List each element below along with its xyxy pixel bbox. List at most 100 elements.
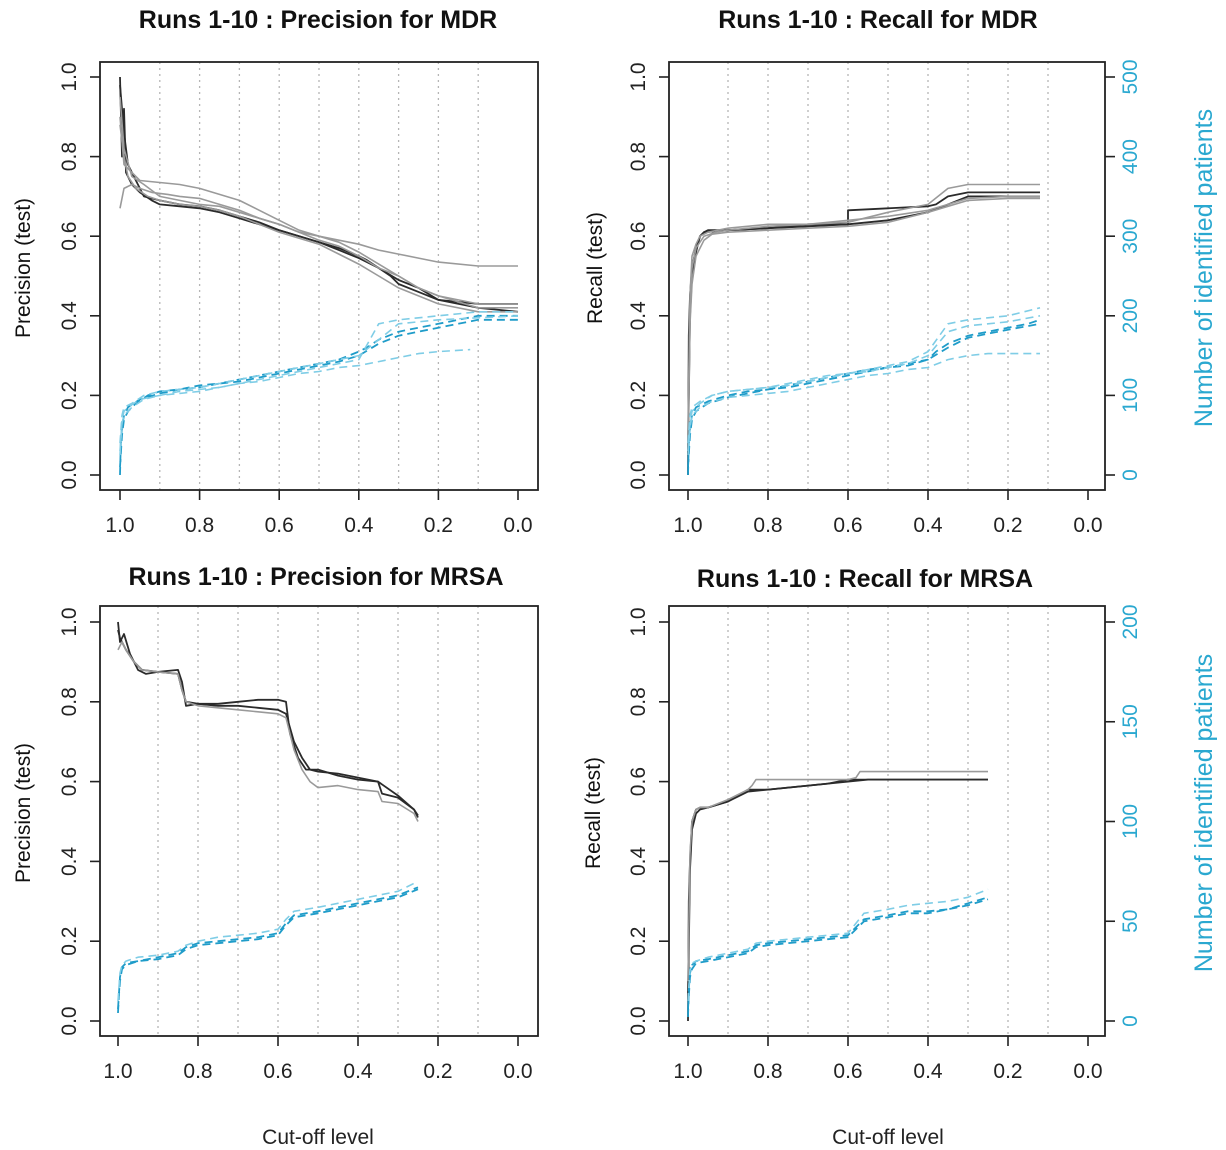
title-precision-mrsa: Runs 1-10 : Precision for MRSA: [128, 563, 503, 591]
patients-series-line: [119, 310, 518, 456]
secondary-y-tick-label: 0: [1119, 1015, 1142, 1027]
x-tick-label: 0.2: [993, 1060, 1022, 1083]
ylabel-precision-mdr: Precision (test): [12, 198, 35, 338]
metric-series-line: [687, 778, 988, 1022]
x-tick-label: 0.4: [913, 514, 943, 537]
x-tick-label: 0.8: [185, 514, 214, 537]
secondary-y-tick-label: 50: [1119, 910, 1142, 933]
secondary-ylabel-recall-mdr: Number of identified patients: [1190, 109, 1218, 427]
x-tick-label: 0.6: [833, 514, 862, 537]
y-tick-label: 0.8: [58, 687, 81, 716]
x-tick-label: 0.6: [265, 514, 294, 537]
metric-series-line: [687, 183, 1040, 436]
plot-frame: [99, 605, 539, 1037]
secondary-y-tick-label: 100: [1119, 378, 1142, 413]
x-tick-label: 0.0: [503, 514, 532, 537]
metric-series-line: [687, 778, 988, 1002]
secondary-y-tick-label: 500: [1119, 59, 1142, 94]
panel-recall-mrsa: Runs 1-10 : Recall for MRSA Recall (test…: [582, 565, 1218, 1149]
y-tick-label: 0.0: [58, 460, 81, 489]
patients-series-line: [117, 880, 419, 1002]
x-tick-label: 0.0: [503, 1060, 532, 1083]
y-tick-label: 1.0: [58, 607, 81, 636]
metric-series-line: [119, 84, 519, 313]
x-tick-label: 0.8: [183, 1060, 212, 1083]
y-tick-label: 0.4: [58, 301, 81, 331]
x-tick-label: 0.8: [753, 1060, 782, 1083]
metric-series-line: [687, 197, 1040, 444]
title-precision-mdr: Runs 1-10 : Precision for MDR: [139, 6, 497, 34]
patients-series-line: [687, 315, 1041, 444]
y-tick-label: 0.2: [58, 927, 81, 956]
patients-series-line: [119, 318, 518, 468]
secondary-y-tick-label: 400: [1119, 139, 1142, 174]
patients-series-line: [687, 896, 989, 1018]
x-tick-label: 1.0: [105, 514, 134, 537]
metric-series-line: [119, 124, 518, 313]
y-tick-label: 0.6: [58, 767, 81, 796]
plot-frame: [668, 61, 1106, 491]
x-tick-label: 0.4: [344, 514, 374, 537]
secondary-y-tick-label: 150: [1119, 704, 1142, 739]
metric-series-line: [687, 195, 1040, 456]
y-tick-label: 1.0: [627, 62, 650, 91]
patients-series-line: [117, 888, 419, 1014]
metric-series-line: [687, 770, 988, 982]
ylabel-recall-mdr: Recall (test): [584, 212, 607, 324]
x-tick-label: 1.0: [103, 1060, 132, 1083]
metric-series-line: [117, 629, 419, 816]
y-tick-label: 0.0: [58, 1006, 81, 1035]
x-tick-label: 0.2: [423, 1060, 452, 1083]
patients-series-line: [687, 888, 989, 1002]
patients-series-line: [117, 886, 419, 1010]
title-recall-mrsa: Runs 1-10 : Recall for MRSA: [697, 565, 1033, 593]
patients-series-line: [687, 322, 1041, 468]
ylabel-precision-mrsa: Precision (test): [12, 743, 35, 883]
y-tick-label: 0.6: [627, 767, 650, 796]
y-tick-label: 0.6: [627, 222, 650, 251]
metric-series-line: [119, 116, 518, 267]
x-tick-label: 1.0: [673, 1060, 702, 1083]
patients-series-line: [687, 898, 989, 1010]
x-tick-label: 0.8: [753, 514, 782, 537]
secondary-y-tick-label: 0: [1119, 469, 1142, 481]
y-tick-label: 0.0: [627, 460, 650, 489]
y-tick-label: 1.0: [627, 607, 650, 636]
x-tick-label: 0.2: [424, 514, 453, 537]
plot-frame: [668, 605, 1106, 1037]
y-tick-label: 0.2: [627, 927, 650, 956]
x-tick-label: 0.4: [913, 1060, 943, 1083]
y-tick-label: 0.8: [627, 142, 650, 171]
x-tick-label: 0.6: [263, 1060, 292, 1083]
secondary-y-tick-label: 200: [1119, 298, 1142, 333]
metric-series-line: [687, 195, 1040, 452]
y-tick-label: 1.0: [58, 62, 81, 91]
y-tick-label: 0.2: [58, 381, 81, 410]
secondary-y-tick-label: 100: [1119, 804, 1142, 839]
secondary-y-tick-label: 200: [1119, 604, 1142, 639]
secondary-y-tick-label: 300: [1119, 219, 1142, 254]
metric-series-line: [119, 96, 518, 305]
xlabel-precision-mrsa: Cut-off level: [262, 1126, 374, 1149]
y-tick-label: 0.4: [627, 301, 650, 331]
y-tick-label: 0.8: [627, 687, 650, 716]
x-tick-label: 1.0: [673, 514, 702, 537]
patients-series-line: [119, 315, 519, 444]
x-tick-label: 0.6: [833, 1060, 862, 1083]
y-tick-label: 0.2: [627, 381, 650, 410]
y-tick-label: 0.4: [627, 846, 650, 876]
patients-series-line: [119, 348, 471, 452]
metric-series-line: [117, 621, 419, 818]
secondary-ylabel-recall-mrsa: Number of identified patients: [1190, 654, 1218, 972]
patients-series-line: [687, 318, 1041, 476]
ylabel-recall-mrsa: Recall (test): [582, 757, 605, 869]
title-recall-mdr: Runs 1-10 : Recall for MDR: [718, 6, 1038, 34]
plot-frame: [99, 61, 539, 491]
y-tick-label: 0.8: [58, 142, 81, 171]
panel-precision-mrsa: Runs 1-10 : Precision for MRSA Precision…: [12, 563, 539, 1149]
x-tick-label: 0.4: [343, 1060, 373, 1083]
panel-recall-mdr: Runs 1-10 : Recall for MDR Recall (test)…: [584, 6, 1218, 537]
y-tick-label: 0.6: [58, 222, 81, 251]
y-tick-label: 0.0: [627, 1006, 650, 1035]
